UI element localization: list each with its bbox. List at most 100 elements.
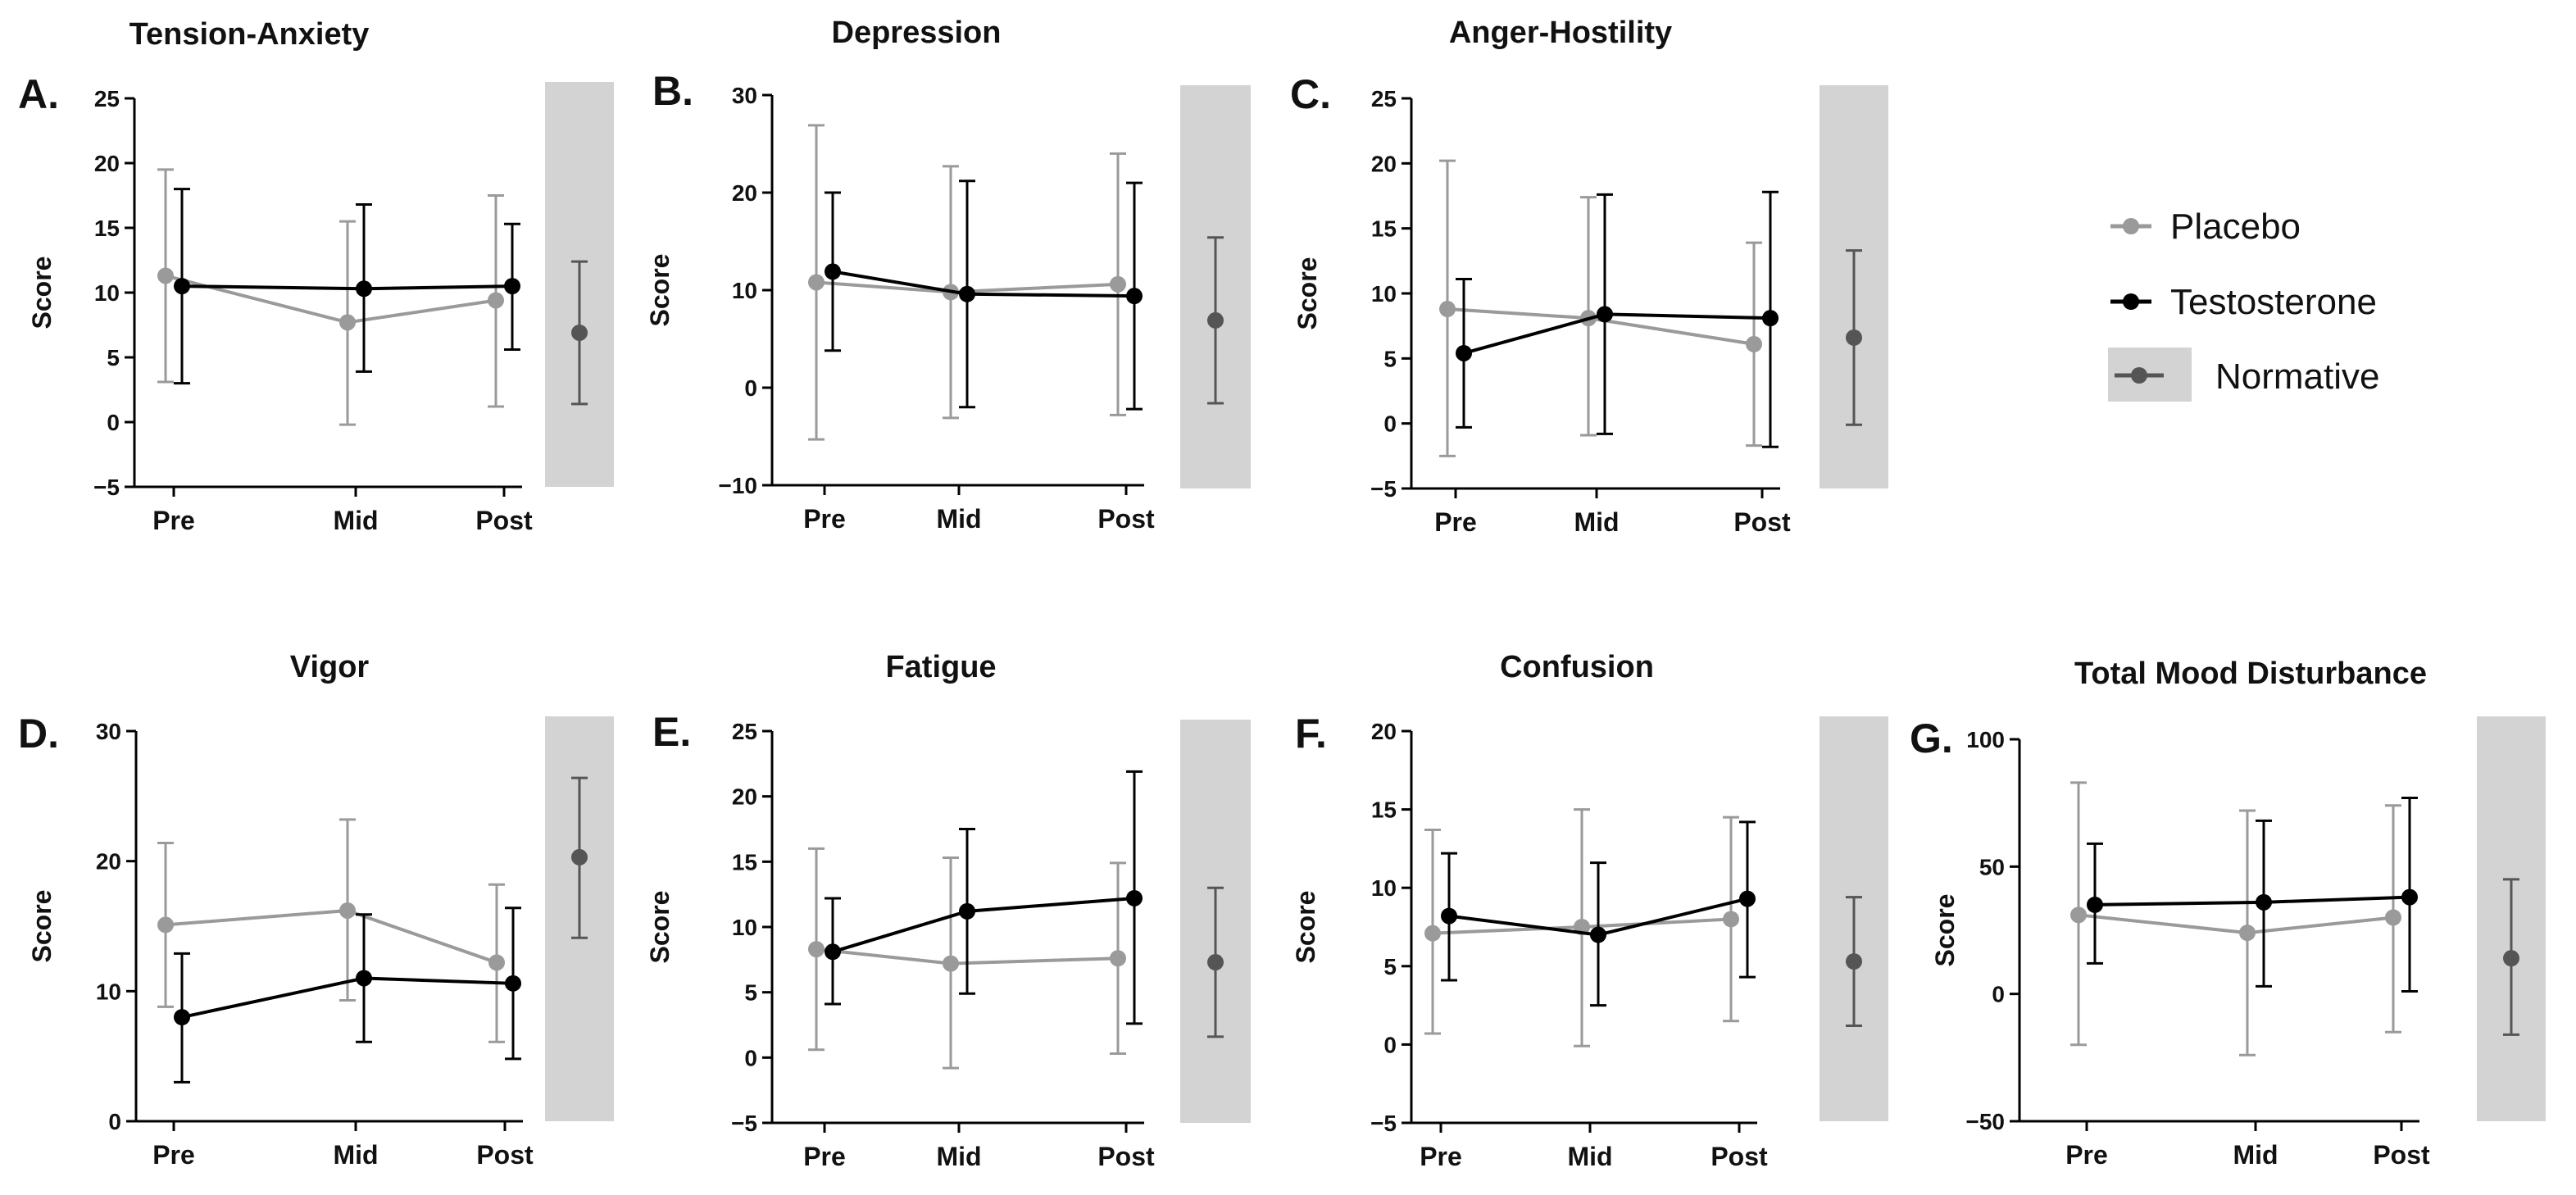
panel-title: Confusion <box>1500 650 1654 684</box>
placebo-point <box>488 954 505 971</box>
x-tick-label: Pre <box>2065 1140 2108 1170</box>
panel-letter: E. <box>652 709 691 755</box>
y-tick-label: 20 <box>732 180 757 206</box>
panel-title: Tension-Anxiety <box>129 17 370 52</box>
panel-title: Vigor <box>290 650 370 684</box>
legend-placebo-marker <box>2123 218 2139 234</box>
y-tick-label: 15 <box>94 216 120 241</box>
panel-f: Confusion F. Score −5 0 5 10 15 20 Pre Mid Post <box>1291 650 1888 1171</box>
legend: Placebo Testosterone Normative <box>2108 207 2380 402</box>
placebo-point <box>488 292 504 309</box>
y-tick-label: −5 <box>1370 476 1397 502</box>
placebo-point <box>2385 909 2401 926</box>
x-tick-label: Post <box>476 1140 534 1170</box>
y-axis-label: Score <box>27 890 57 963</box>
x-tick-label: Post <box>1711 1142 1768 1171</box>
x-tick-label: Pre <box>152 1140 195 1170</box>
panel-b: Depression B. Score −10 0 10 20 30 Pre Mid Post <box>645 16 1251 534</box>
testosterone-point <box>2401 888 2418 906</box>
panel-e: Fatigue E. Score −5 0 5 10 15 20 25 Pre Mid Post <box>645 650 1251 1171</box>
y-tick-label: 0 <box>1992 982 2005 1007</box>
x-tick-label: Mid <box>1574 507 1619 537</box>
placebo-point <box>339 314 356 331</box>
legend-placebo-label: Placebo <box>2170 207 2301 247</box>
x-tick-label: Mid <box>936 504 981 534</box>
x-tick-label: Pre <box>1420 1142 1462 1171</box>
placebo-point <box>808 274 825 291</box>
panel-letter: C. <box>1290 71 1331 117</box>
panel-title: Fatigue <box>885 650 996 684</box>
placebo-point <box>808 941 825 958</box>
placebo-series-line <box>2078 913 2394 935</box>
y-tick-label: 0 <box>107 410 120 435</box>
testosterone-point <box>959 902 975 920</box>
y-tick-label: 25 <box>94 86 120 111</box>
x-tick-label: Mid <box>2233 1140 2278 1170</box>
testosterone-series-line <box>832 896 1135 954</box>
panel-c: Anger-Hostility C. Score −5 0 5 10 15 20 25 Pre Mid… <box>1290 16 1888 537</box>
testosterone-point <box>1441 907 1457 925</box>
panel-g: Total Mood Disturbance G. Score −50 0 50 100 Pr… <box>1910 657 2546 1170</box>
y-tick-label: −5 <box>93 475 120 500</box>
x-tick-label: Post <box>475 506 533 535</box>
panel-letter: F. <box>1295 711 1327 757</box>
testosterone-point <box>174 278 190 295</box>
y-tick-label: 20 <box>732 784 757 810</box>
testosterone-point <box>356 280 372 298</box>
placebo-point <box>1746 335 1762 352</box>
x-tick-label: Post <box>1733 507 1791 537</box>
x-tick-label: Mid <box>1567 1142 1612 1171</box>
y-tick-label: 10 <box>1371 281 1397 307</box>
x-tick-label: Pre <box>803 1142 846 1171</box>
placebo-point <box>2070 906 2087 924</box>
panel-a: Tension-Anxiety A. Score −5 0 5 10 15 20 25 Pre Mid… <box>18 17 614 535</box>
panel-letter: B. <box>652 68 693 114</box>
y-axis-label: Score <box>1291 891 1320 964</box>
testosterone-point <box>1456 344 1472 361</box>
normative-point <box>2503 950 2519 967</box>
x-tick-label: Pre <box>152 506 195 535</box>
testosterone-series-line <box>832 270 1135 298</box>
y-tick-label: 10 <box>1371 875 1397 901</box>
y-axis-label: Score <box>1930 894 1960 967</box>
y-tick-label: 0 <box>744 1045 757 1070</box>
placebo-point <box>1110 275 1126 293</box>
normative-point <box>1207 311 1224 329</box>
placebo-point <box>157 267 174 284</box>
normative-point <box>1207 954 1224 971</box>
testosterone-point <box>2256 893 2272 911</box>
placebo-point <box>339 902 356 919</box>
testosterone-point <box>1739 890 1756 907</box>
y-tick-label: −5 <box>731 1111 757 1136</box>
y-tick-label: 20 <box>94 151 120 176</box>
panel-title: Anger-Hostility <box>1449 16 1672 50</box>
testosterone-series-line <box>1463 312 1771 355</box>
y-tick-label: 10 <box>732 278 757 303</box>
y-tick-label: 0 <box>744 375 757 401</box>
y-tick-label: 0 <box>108 1109 121 1134</box>
placebo-point <box>157 916 174 934</box>
y-tick-label: 50 <box>1979 854 2005 879</box>
panel-letter: D. <box>18 711 59 757</box>
placebo-series-line <box>165 908 497 965</box>
testosterone-point <box>505 975 521 992</box>
placebo-point <box>1424 925 1441 942</box>
normative-point <box>1846 329 1862 346</box>
y-tick-label: 25 <box>732 719 757 744</box>
x-tick-label: Mid <box>333 506 378 535</box>
y-tick-label: 10 <box>96 979 121 1004</box>
normative-point <box>571 848 588 866</box>
testosterone-point <box>1126 889 1143 906</box>
legend-testosterone-label: Testosterone <box>2170 282 2377 322</box>
placebo-point <box>943 955 959 972</box>
placebo-point <box>1439 301 1456 318</box>
testosterone-point <box>356 970 372 987</box>
y-tick-label: 10 <box>732 915 757 940</box>
placebo-series-line <box>165 274 497 325</box>
y-tick-label: 25 <box>1371 86 1397 111</box>
x-tick-label: Post <box>2373 1140 2430 1170</box>
y-tick-label: 30 <box>96 719 121 744</box>
y-tick-label: 20 <box>1371 719 1397 744</box>
